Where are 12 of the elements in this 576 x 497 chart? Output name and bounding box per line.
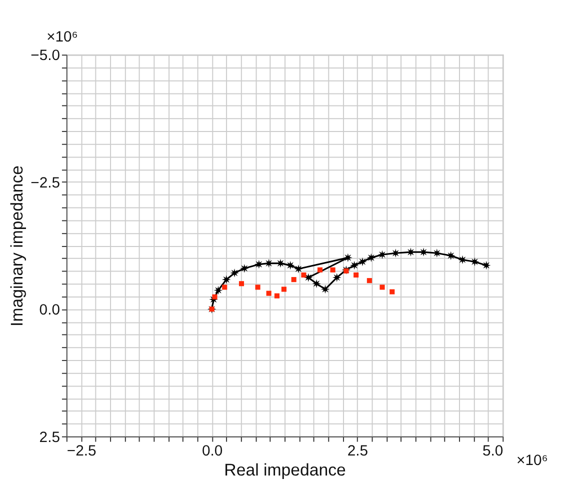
- y-tick-label: 2.5: [39, 430, 60, 446]
- text: ×10⁶: [516, 453, 548, 470]
- y-tick-label: −2.5: [30, 175, 60, 192]
- x-tick-label: 5.0: [482, 444, 504, 460]
- x-tick-label: 0.0: [202, 444, 223, 460]
- x-tick-label: −2.5: [66, 444, 96, 460]
- y-axis-title: Imaginary impedance: [8, 165, 27, 326]
- x-tick-label: 2.5: [347, 444, 368, 460]
- y-tick-label: −5.0: [30, 48, 60, 64]
- y-tick-label: 0.0: [39, 302, 60, 319]
- text: ×10⁶: [46, 30, 78, 46]
- x-axis-title: Real impedance: [224, 460, 346, 480]
